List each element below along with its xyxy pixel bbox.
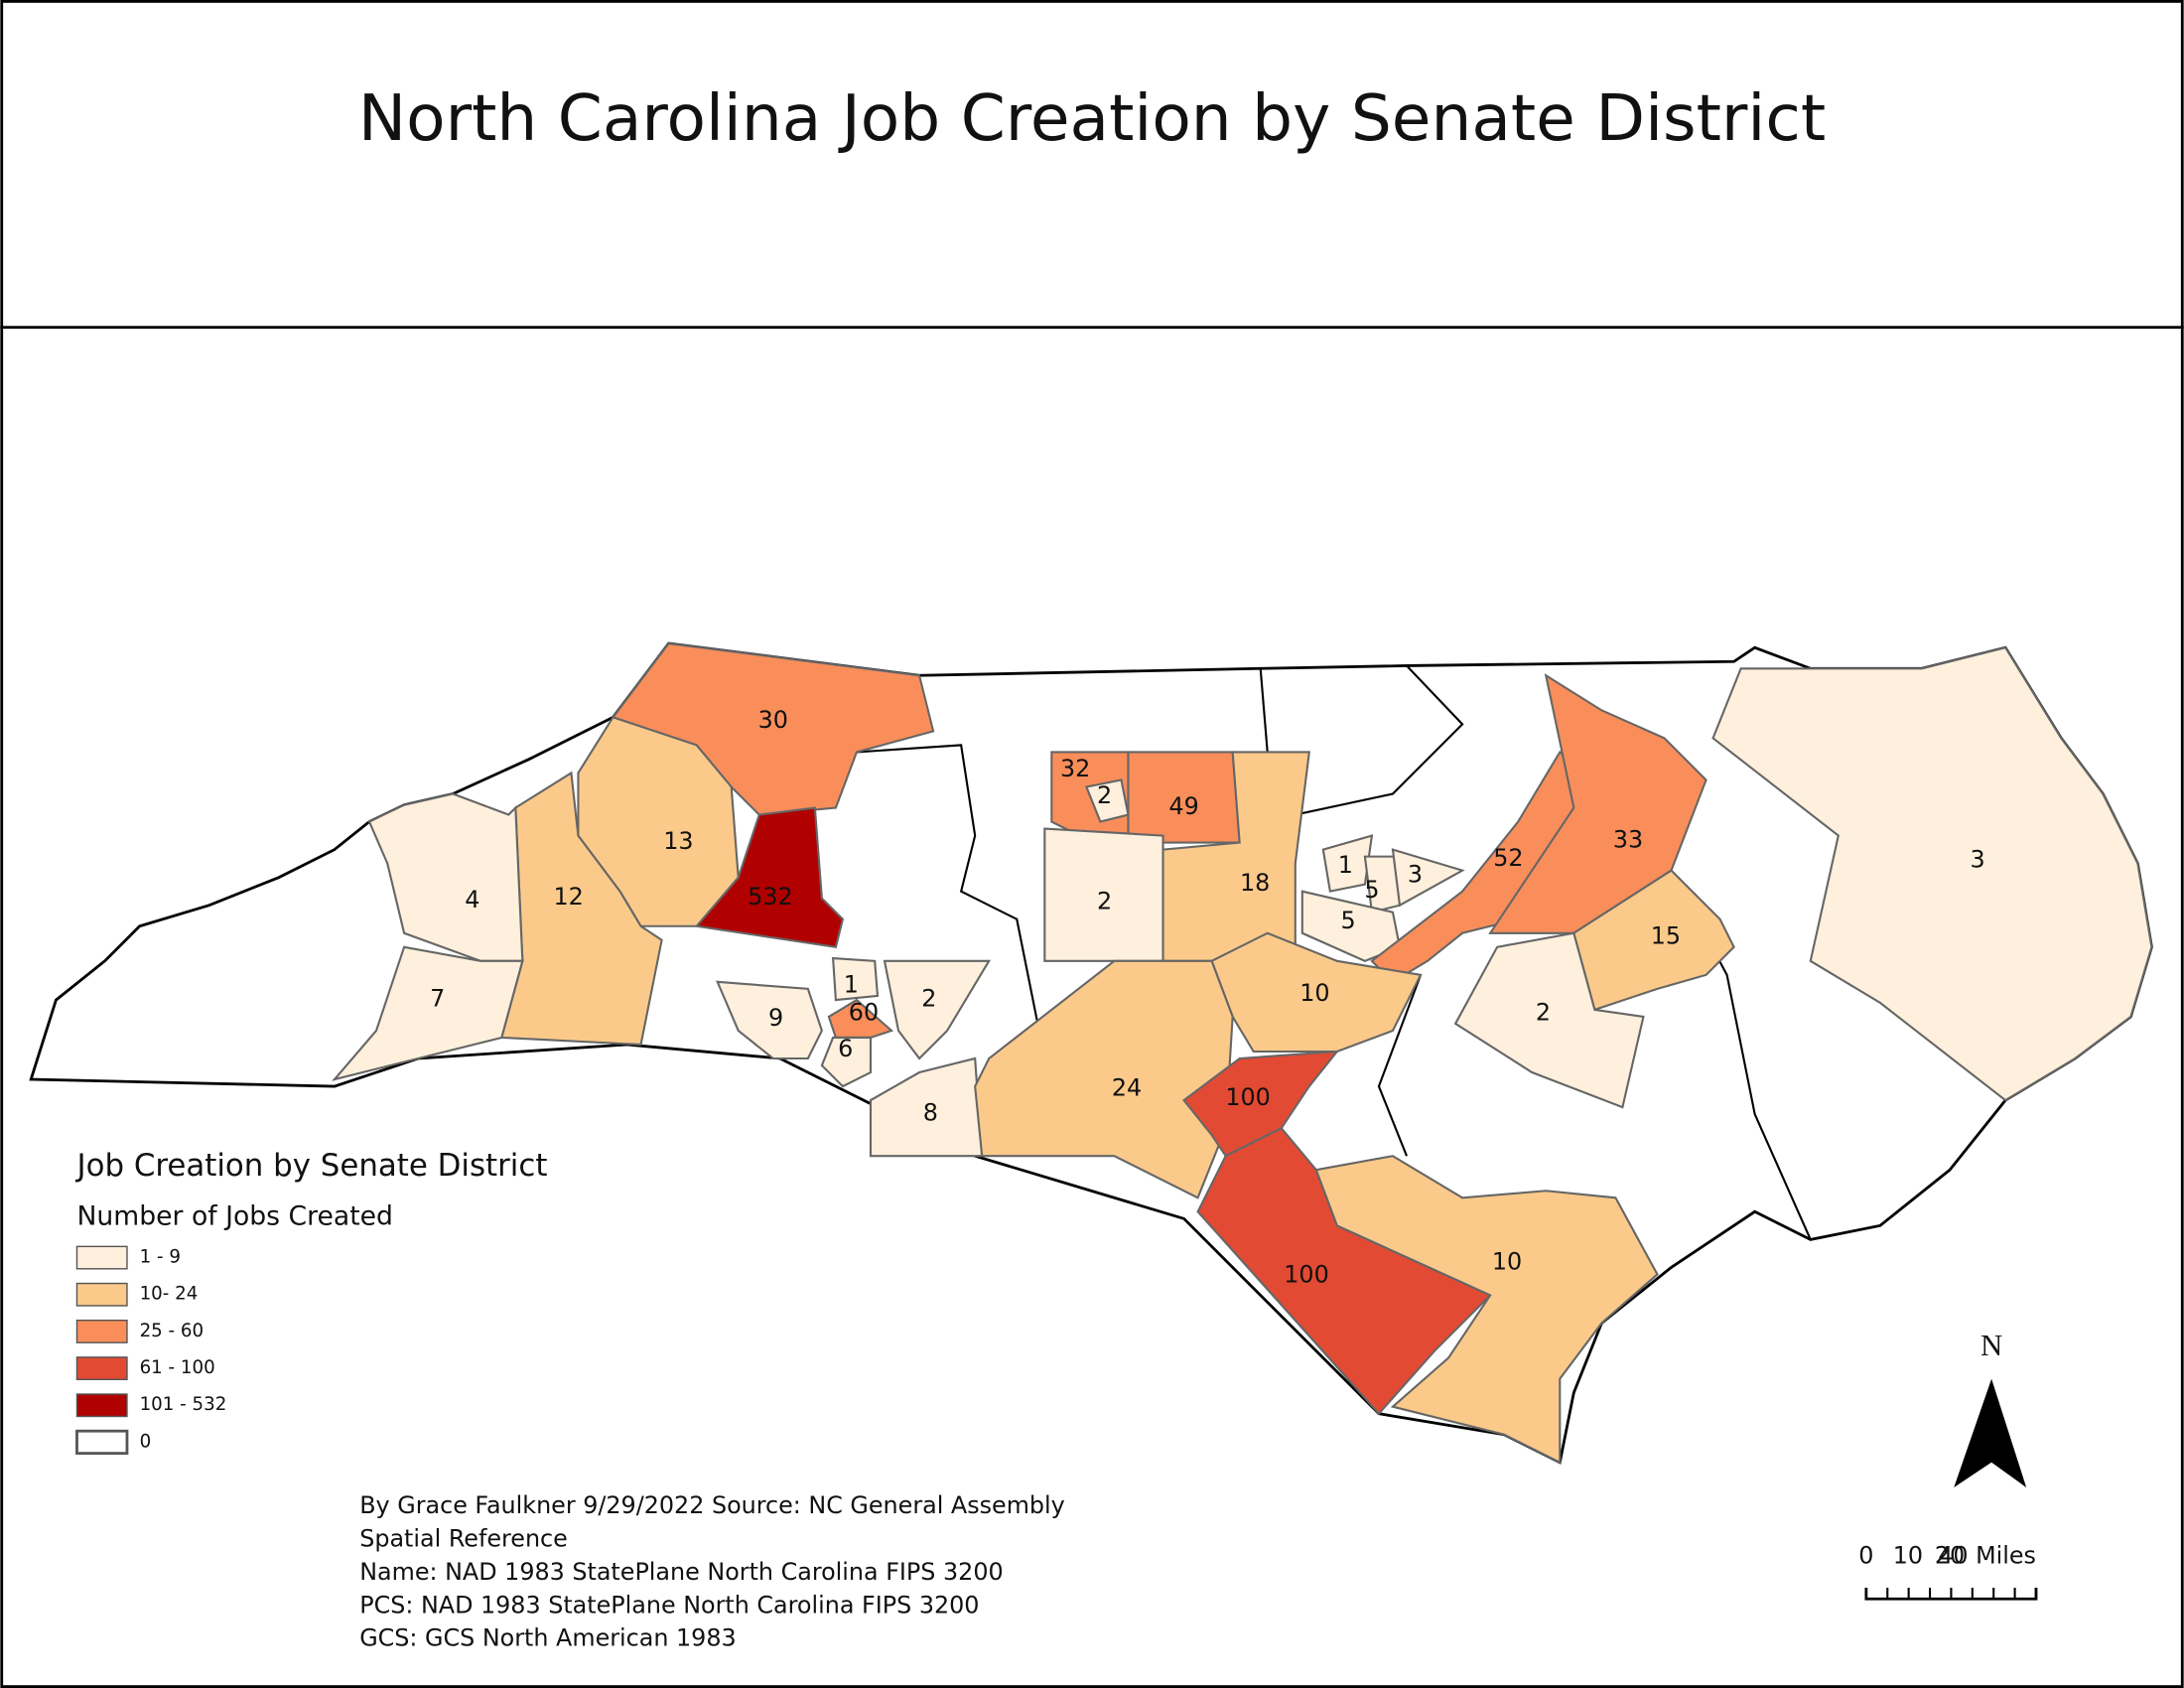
scale-label: 0 [1858,1542,1873,1570]
district [332,945,524,1081]
district-label: 32 [1060,755,1090,782]
scale-label: 40 Miles [1938,1542,2036,1570]
legend-swatch [75,1282,128,1307]
credit-line: Spatial Reference [359,1525,568,1553]
credit-line: Name: NAD 1983 StatePlane North Carolina… [359,1558,1003,1586]
district-label: 2 [1097,887,1112,914]
district-label: 8 [923,1099,938,1127]
district-label: 2 [1536,999,1551,1027]
district [716,980,824,1060]
district-label: 10 [1492,1248,1522,1276]
district-label: 10 [1299,979,1329,1007]
district [1210,931,1423,1054]
district-boundary [856,744,1046,1059]
district [367,792,524,962]
district-label: 6 [838,1035,853,1062]
district-label: 5 [1340,907,1355,934]
district [1321,834,1374,893]
scale-label: 10 [1893,1542,1923,1570]
district-label: 12 [553,883,583,911]
district [1182,1050,1340,1158]
legend-label: 10- 24 [140,1284,199,1305]
credit-line: GCS: GCS North American 1983 [359,1624,736,1652]
district-boundary [1377,974,1423,1157]
district-label: 33 [1613,826,1643,854]
district [1711,646,2153,1102]
district [827,998,894,1040]
district-label: 3 [1408,861,1423,889]
district [1391,848,1465,908]
district [820,1036,873,1088]
legend-swatch [75,1429,129,1456]
district-label: 24 [1112,1073,1142,1101]
district-label: 60 [849,999,879,1027]
district-label: 5 [1364,876,1379,904]
legend-swatch [75,1320,128,1343]
district [831,956,880,1002]
legend-label: 0 [140,1431,152,1452]
district-label: 1 [844,971,859,999]
district-label: 13 [663,827,693,855]
legend-label: 1 - 9 [140,1247,181,1268]
legend-swatch [75,1393,128,1418]
district [1453,931,1645,1109]
district-label: 18 [1240,869,1270,897]
district-label: 30 [758,706,788,734]
legend-label: 25 - 60 [140,1321,205,1341]
legend: 1 - 9 10- 24 25 - 60 61 - 100 101 - 532 0 [75,1245,227,1456]
district-boundary [1259,664,1464,816]
district-label: 4 [465,886,479,914]
district [883,959,992,1060]
district-label: 1 [1338,851,1353,879]
district-label: 100 [1225,1083,1270,1111]
district-label: 532 [748,883,792,911]
north-label: N [1980,1329,2002,1362]
district-label: 2 [1097,781,1112,809]
legend-swatch [75,1245,128,1270]
credits: By Grace Faulkner 9/29/2022 Source: NC G… [359,1491,1065,1652]
legend-subtitle: Number of Jobs Created [76,1200,392,1231]
north-arrow [1954,1378,2027,1488]
district-label: 7 [430,985,445,1013]
legend-label: 101 - 532 [140,1394,227,1415]
district-label: 52 [1493,844,1523,872]
district [1314,1155,1659,1465]
legend-label: 61 - 100 [140,1357,215,1378]
district-label: 3 [1970,845,1984,873]
district-label: 9 [768,1004,783,1032]
district-label: 49 [1168,792,1198,820]
credit-line: By Grace Faulkner 9/29/2022 Source: NC G… [359,1491,1065,1519]
map-title: North Carolina Job Creation by Senate Di… [358,81,1826,156]
legend-title: Job Creation by Senate District [74,1148,547,1184]
district-label: 15 [1651,921,1681,949]
district-label: 2 [921,985,936,1013]
scale-label: 20 [1935,1542,1965,1570]
legend-swatch [75,1356,128,1381]
credit-line: PCS: NAD 1983 StatePlane North Carolina … [359,1591,979,1618]
district-label: 100 [1284,1260,1328,1288]
district [1572,869,1735,1012]
